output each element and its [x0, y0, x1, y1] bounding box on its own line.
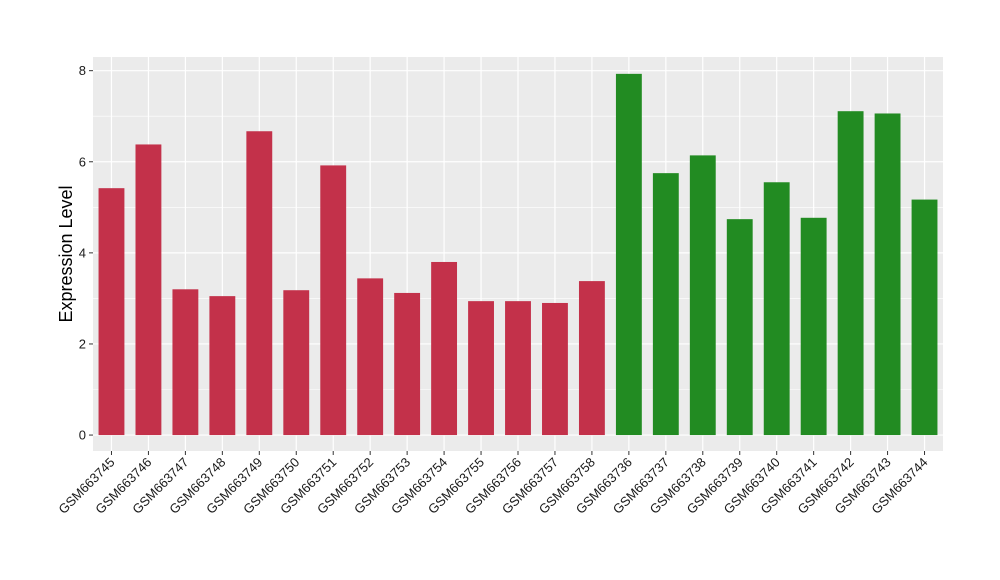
bar-gsm663756 — [505, 301, 531, 436]
bar-gsm663741 — [800, 217, 827, 436]
bar-gsm663743 — [874, 113, 901, 436]
bar-gsm663737 — [652, 173, 679, 436]
y-axis: 0 2 4 6 8 — [79, 63, 93, 443]
bar-gsm663753 — [394, 292, 421, 436]
bar-gsm663754 — [431, 261, 458, 436]
bar-gsm663740 — [763, 182, 790, 436]
y-tick-label: 0 — [79, 428, 86, 443]
y-tick-label: 4 — [79, 245, 86, 260]
bars — [98, 73, 938, 436]
x-axis: GSM663745GSM663746GSM663747GSM663748GSM6… — [55, 451, 931, 517]
bar-gsm663757 — [542, 302, 568, 436]
bar-gsm663739 — [726, 219, 753, 436]
y-tick-label: 6 — [79, 154, 86, 169]
bar-gsm663745 — [98, 188, 125, 436]
bar-gsm663744 — [911, 199, 938, 436]
bar-gsm663750 — [283, 290, 310, 436]
y-tick-label: 8 — [79, 63, 86, 78]
bar-gsm663752 — [357, 278, 384, 436]
bar-gsm663755 — [468, 301, 494, 436]
bar-gsm663742 — [837, 111, 864, 436]
bar-gsm663746 — [135, 144, 162, 436]
bar-gsm663748 — [209, 296, 236, 436]
y-tick-label: 2 — [79, 336, 86, 351]
bar-gsm663751 — [320, 165, 347, 436]
y-axis-title: Expression Level — [56, 185, 76, 322]
bar-gsm663738 — [689, 155, 716, 436]
bar-gsm663747 — [172, 289, 199, 436]
bar-gsm663749 — [246, 131, 273, 436]
bar-gsm663758 — [578, 281, 605, 436]
bar-gsm663736 — [615, 73, 642, 436]
